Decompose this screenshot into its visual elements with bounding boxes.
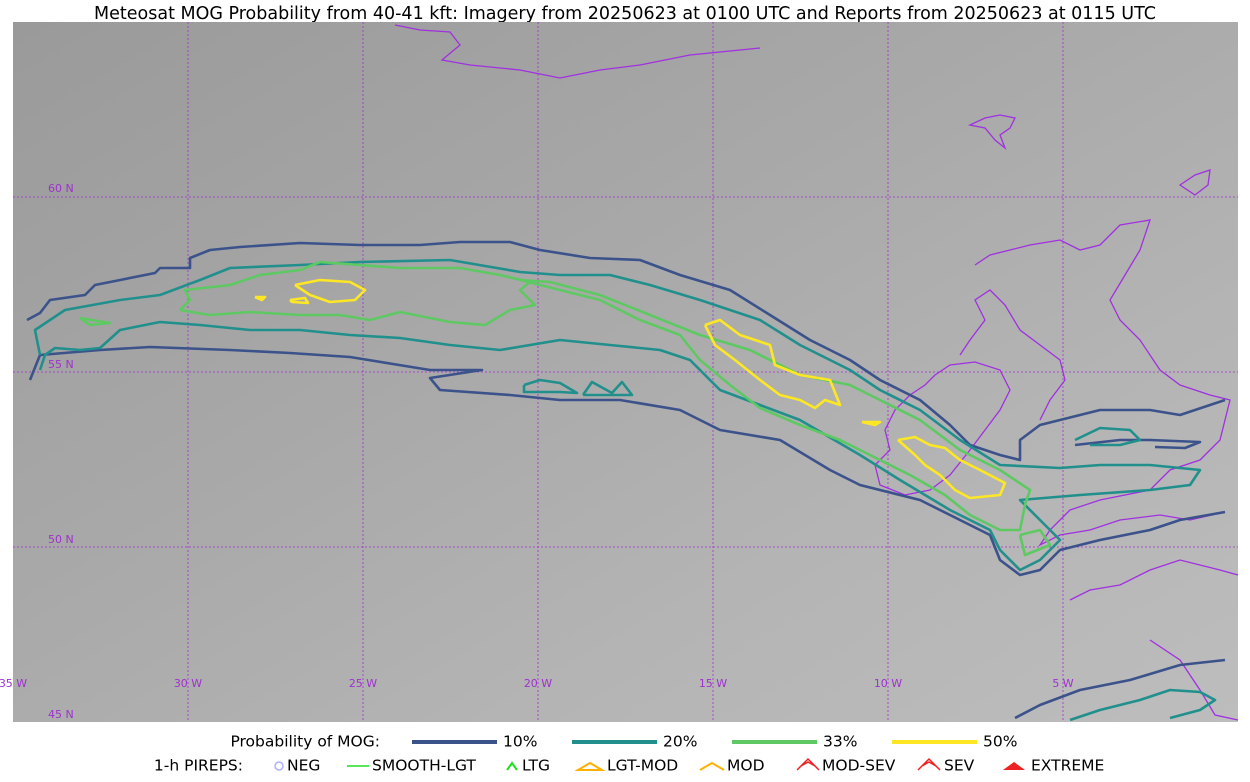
legend-item: 10% <box>503 733 537 751</box>
lon-label: 35 W <box>0 677 27 690</box>
legend-item: MOD-SEV <box>822 757 896 775</box>
lon-label: 25 W <box>349 677 377 690</box>
legend-item: NEG <box>287 757 320 775</box>
legend-title: 1-h PIREPS: <box>154 757 243 775</box>
legend-item: SMOOTH-LGT <box>372 757 476 775</box>
lon-label: 15 W <box>699 677 727 690</box>
legend-item: 20% <box>663 733 697 751</box>
legend-item: EXTREME <box>1031 757 1104 775</box>
lat-label: 60 N <box>48 182 74 195</box>
legend-item: MOD <box>727 757 765 775</box>
legend-item: LGT-MOD <box>607 757 678 775</box>
lon-label: 10 W <box>874 677 902 690</box>
lon-label: 20 W <box>524 677 552 690</box>
coastlines <box>394 24 1239 721</box>
contours <box>26 240 1226 722</box>
legend-title: Probability of MOG: <box>230 733 380 751</box>
legend-item: LTG <box>522 757 550 775</box>
lat-label: 45 N <box>48 708 74 721</box>
legend <box>274 740 1025 771</box>
legend-item: SEV <box>944 757 975 775</box>
lon-label: 5 W <box>1052 677 1073 690</box>
lat-label: 55 N <box>48 358 74 371</box>
legend-item: 33% <box>823 733 857 751</box>
lon-label: 30 W <box>174 677 202 690</box>
lat-label: 50 N <box>48 533 74 546</box>
title: Meteosat MOG Probability from 40-41 kft:… <box>94 4 1156 24</box>
legend-item: 50% <box>983 733 1017 751</box>
